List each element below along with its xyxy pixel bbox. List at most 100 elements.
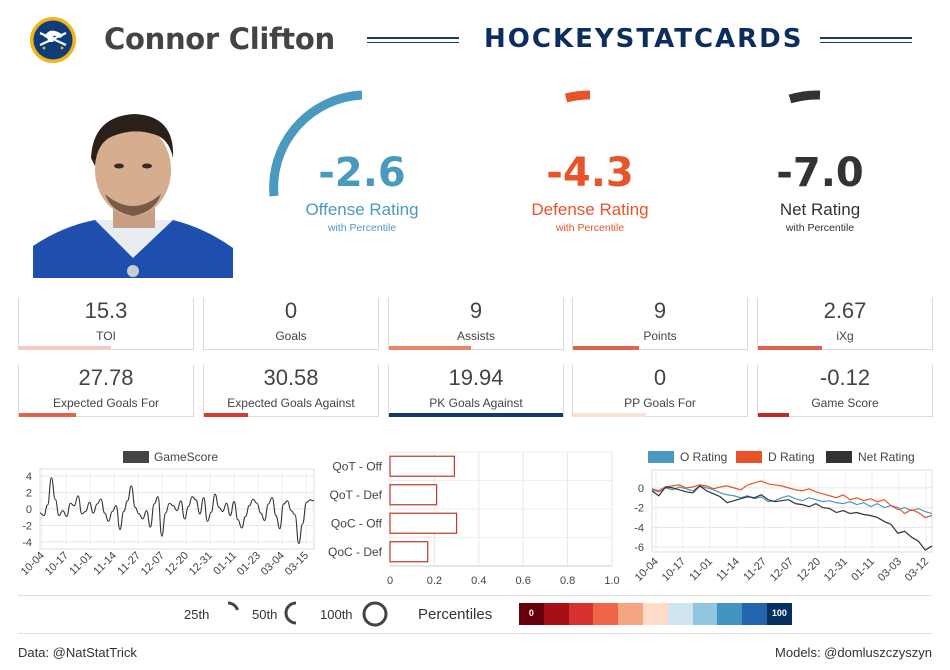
- x-tick-label: 12-07: [139, 550, 167, 578]
- stat-percentile-bar: [389, 413, 563, 417]
- brand-title: HOCKEYSTATCARDS: [484, 24, 804, 54]
- models-credit: Models: @domluszczyszyn: [775, 645, 932, 660]
- stat-box-toi: 15.3 TOI: [18, 298, 194, 350]
- percentile-marker-25-label: 25th: [184, 607, 210, 622]
- y-tick-label: 4: [26, 471, 32, 483]
- stat-label: TOI: [96, 329, 116, 343]
- legend-label: Net Rating: [858, 450, 915, 464]
- brand-divider-left-bottom: [367, 42, 459, 43]
- plot-frame: [651, 469, 933, 553]
- x-tick-label: 0.2: [427, 575, 442, 587]
- x-tick-label: 0.4: [471, 575, 486, 587]
- stat-label: Assists: [456, 329, 495, 343]
- x-tick-label: 10-17: [43, 550, 71, 578]
- percentile-scale-cell: [742, 603, 767, 625]
- plot-frame: [39, 468, 315, 550]
- net-rating-value: -7.0: [776, 150, 864, 196]
- x-tick-label: 10-04: [19, 550, 47, 578]
- brand-divider-right-top: [820, 37, 912, 39]
- stat-label: Game Score: [811, 396, 879, 410]
- x-tick-label: 0: [387, 575, 393, 587]
- percentile-marker-100-label: 100th: [320, 607, 353, 622]
- x-tick-label: 1.0: [604, 575, 619, 587]
- x-tick-label: 11-27: [741, 556, 769, 584]
- series-line-o-rating: [651, 485, 933, 515]
- stat-percentile-bar: [573, 346, 640, 350]
- player-name: Connor Clifton: [104, 22, 335, 56]
- stat-value: 30.58: [263, 365, 319, 390]
- stat-label: iXg: [836, 329, 854, 343]
- x-tick-label: 12-20: [795, 556, 823, 584]
- stat-box-pk-goals-against: 19.94 PK Goals Against: [388, 365, 564, 417]
- brand-divider-right-bottom: [820, 42, 912, 43]
- net-rating-arc: [788, 90, 821, 104]
- quality-bar: [389, 512, 458, 534]
- stat-percentile-bar: [758, 346, 823, 350]
- data-credit: Data: @NatStatTrick: [18, 645, 137, 660]
- stat-percentile-bar: [19, 413, 77, 417]
- y-tick-label: 2: [26, 488, 32, 500]
- footer-divider: [18, 633, 932, 634]
- quality-bar: [389, 455, 455, 477]
- x-tick-label: 01-11: [849, 556, 877, 584]
- offense-rating-label: Offense Rating: [305, 200, 419, 219]
- stat-label: Expected Goals Against: [227, 396, 355, 410]
- x-tick-label: 11-14: [714, 556, 742, 584]
- percentile-50-icon: [284, 601, 297, 625]
- net-rating-label: Net Rating: [779, 200, 861, 219]
- defense-rating: -4.3 Defense Rating with Percentile: [490, 150, 690, 234]
- stat-box-pp-goals-for: 0 PP Goals For: [572, 365, 748, 417]
- percentile-25-icon: [227, 601, 239, 611]
- y-tick-label: -6: [634, 542, 644, 554]
- stat-label: Expected Goals For: [52, 396, 160, 410]
- stat-box-goals: 0 Goals: [203, 298, 379, 350]
- category-label: QoC - Off: [331, 516, 383, 530]
- percentiles-title: Percentiles: [418, 606, 493, 623]
- buffalo-sabres-logo-icon: [30, 17, 76, 63]
- percentile-scale-cell: [717, 603, 743, 625]
- quality-bar: [389, 484, 438, 506]
- net-rating-sub: with Percentile: [785, 222, 855, 234]
- defense-rating-arc: [564, 90, 591, 103]
- stat-percentile-bar: [19, 346, 112, 350]
- brand-divider-left-top: [367, 37, 459, 39]
- stat-label: Goals: [275, 329, 307, 343]
- stat-value: 0: [653, 365, 667, 390]
- ratings-trend-chart: O Rating D Rating Net Rating 0 -2 -4 -6 10-0410…: [633, 450, 933, 584]
- x-tick-label: 11-14: [91, 550, 119, 578]
- percentile-scale-cell: [593, 603, 619, 625]
- offense-rating-value: -2.6: [318, 150, 406, 196]
- percentile-scale-cell: [618, 603, 643, 625]
- percentile-scale-cell: [642, 603, 668, 625]
- offense-rating-sub: with Percentile: [327, 222, 397, 234]
- stat-percentile-bar: [204, 413, 248, 417]
- x-tick-label: 03-04: [259, 550, 287, 578]
- x-tick-label: 12-20: [163, 550, 191, 578]
- defense-rating-label: Defense Rating: [531, 200, 649, 219]
- stat-percentile-bar: [389, 346, 471, 350]
- gamescore-chart: GameScore 4 2 0 -2 -410-0410-1711-0111-1411-2…: [19, 450, 315, 578]
- category-label: QoT - Off: [332, 459, 382, 473]
- offense-rating-arc: [269, 90, 363, 197]
- stat-label: PP Goals For: [624, 396, 696, 410]
- legend-swatch: [736, 451, 762, 463]
- stat-percentile-bar: [758, 413, 790, 417]
- stat-box-expected-goals-for: 27.78 Expected Goals For: [18, 365, 194, 417]
- stat-box-assists: 9 Assists: [388, 298, 564, 350]
- percentile-scale-cell: [692, 603, 718, 625]
- legend-divider: [18, 595, 932, 596]
- percentile-scale-min: 0: [528, 608, 534, 618]
- y-tick-label: -2: [22, 520, 32, 532]
- stat-value: 19.94: [448, 365, 504, 390]
- gamescore-series-line: [39, 477, 315, 545]
- x-tick-label: 11-27: [115, 550, 143, 578]
- percentile-scale-cell: 100: [766, 603, 792, 625]
- percentile-scale-max: 100: [771, 608, 787, 618]
- y-tick-label: -2: [634, 503, 644, 515]
- category-label: QoC - Def: [328, 545, 383, 559]
- stat-label: PK Goals Against: [429, 396, 523, 410]
- x-tick-label: 10-17: [660, 556, 688, 584]
- percentile-scale-cell: [667, 603, 693, 625]
- stat-box-points: 9 Points: [572, 298, 748, 350]
- legend-swatch-gamescore: [123, 451, 149, 463]
